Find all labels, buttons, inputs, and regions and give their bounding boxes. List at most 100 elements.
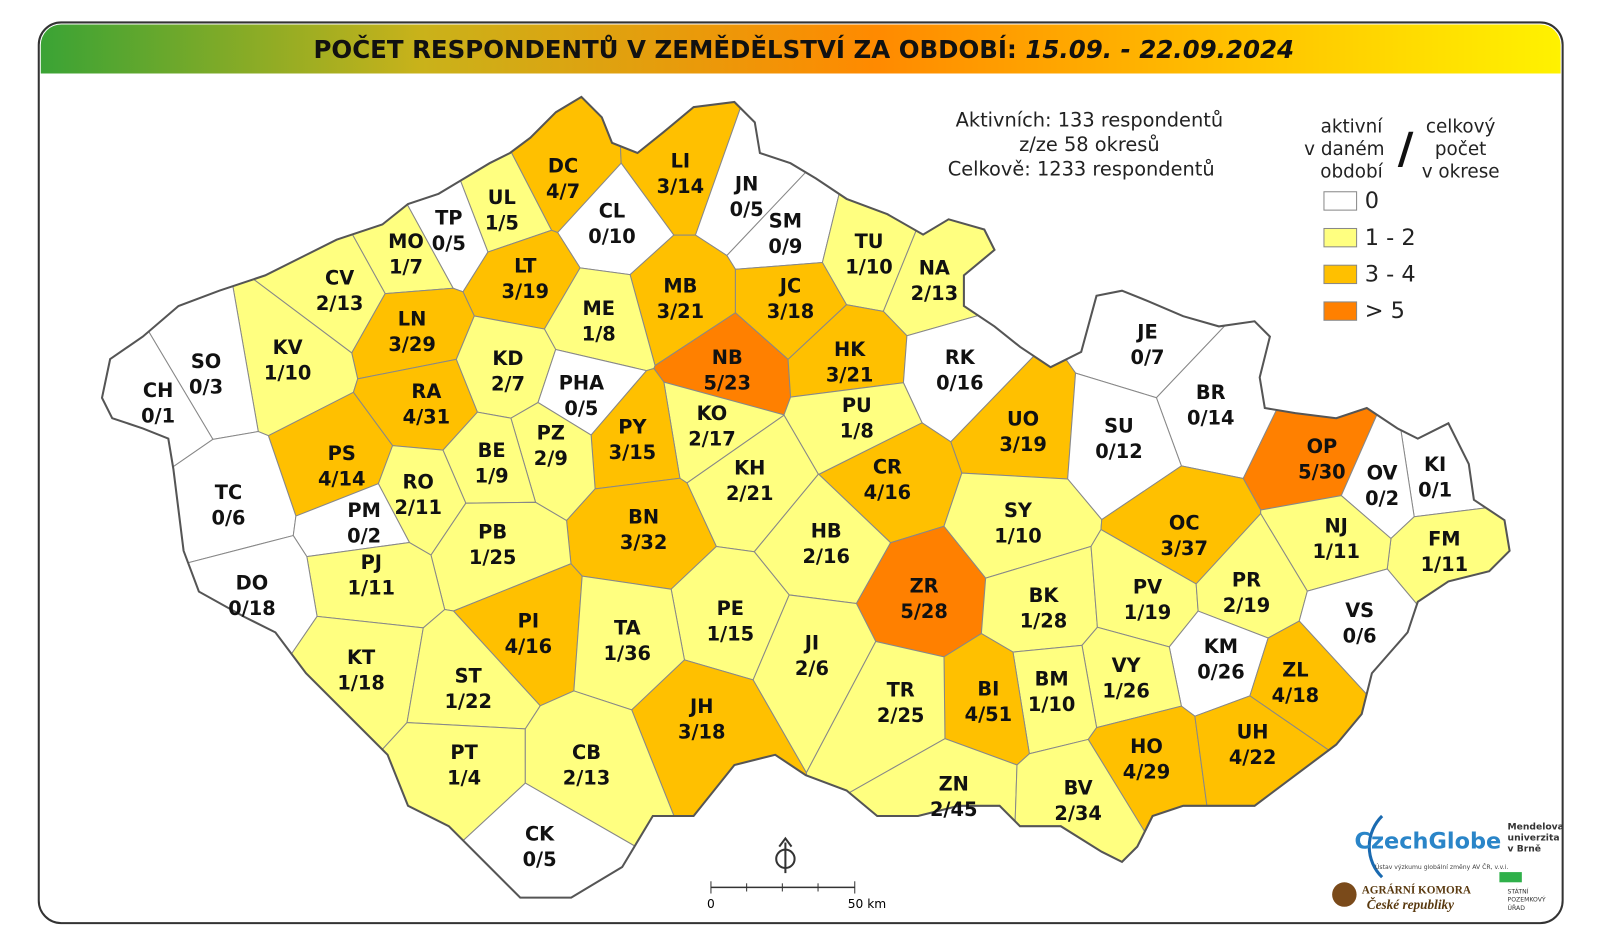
- district-count: 1/19: [1124, 601, 1171, 624]
- district-count: 4/18: [1272, 684, 1319, 707]
- district-code: NA: [919, 256, 950, 279]
- district-count: 3/29: [388, 333, 435, 356]
- district-code: RO: [403, 471, 434, 494]
- district-count: 2/16: [802, 545, 849, 568]
- district-code: VS: [1345, 599, 1374, 622]
- czechglobe-mark: [1367, 814, 1384, 879]
- district-code: HB: [811, 520, 842, 543]
- district-code: CR: [873, 455, 902, 478]
- district-count: 3/14: [657, 175, 704, 198]
- district-count: 3/32: [620, 531, 667, 554]
- district-count: 4/7: [546, 180, 580, 203]
- title-period: 15.09. - 22.09.2024: [1025, 35, 1294, 64]
- district-code: TR: [887, 679, 915, 702]
- district-code: KD: [492, 347, 523, 370]
- district-code: PE: [717, 597, 744, 620]
- district-code: TU: [855, 230, 884, 253]
- district-count: 2/7: [491, 373, 525, 396]
- district-code: HO: [1130, 735, 1163, 758]
- district-code: BE: [478, 439, 506, 462]
- district-code: PB: [478, 521, 507, 544]
- district-count: 1/11: [348, 577, 395, 600]
- district-code: SM: [769, 209, 802, 232]
- district-code: PJ: [361, 551, 382, 574]
- district-count: 0/2: [1365, 487, 1399, 510]
- district-count: 1/26: [1102, 680, 1149, 703]
- district-count: 2/21: [726, 482, 773, 505]
- district-count: 0/5: [523, 848, 557, 871]
- district-count: 1/18: [337, 672, 384, 695]
- legend-right: celkový: [1426, 117, 1496, 138]
- district-code: SO: [191, 350, 221, 373]
- legend: 0 1 - 2 3 - 4 > 5: [1323, 188, 1416, 324]
- district-code: KO: [697, 402, 728, 425]
- district-count: 4/16: [864, 481, 911, 504]
- district-code: PM: [347, 499, 380, 522]
- summary-active: Aktivních: 133 respondentů: [956, 108, 1224, 131]
- legend-left: aktivní: [1321, 117, 1384, 138]
- mendelu-logo: univerzita: [1508, 832, 1560, 843]
- legend-swatch: [1323, 227, 1358, 248]
- district-code: CV: [325, 267, 354, 290]
- legend-left: období: [1320, 161, 1383, 182]
- district-code: LN: [398, 307, 427, 330]
- district-code: CB: [572, 741, 601, 764]
- district-code: DO: [236, 572, 269, 595]
- summary-total: Celkově: 1233 respondentů: [948, 157, 1215, 180]
- district-code: JN: [733, 173, 758, 196]
- district-count: 0/7: [1130, 346, 1164, 369]
- district-code: OV: [1367, 461, 1398, 484]
- district-count: 0/14: [1187, 406, 1234, 429]
- district-count: 3/15: [609, 441, 656, 464]
- district-code: PR: [1232, 569, 1261, 592]
- district-code: PY: [618, 416, 647, 439]
- district-count: 1/8: [582, 323, 616, 346]
- legend-left: v daném: [1304, 139, 1384, 160]
- spu-logo: ÚŘAD: [1508, 903, 1526, 912]
- district-count: 1/8: [840, 420, 874, 443]
- district-code: KT: [347, 646, 376, 669]
- district-count: 0/1: [141, 404, 175, 427]
- district-code: VY: [1112, 654, 1142, 677]
- district-code: BI: [977, 678, 999, 701]
- district-code: ME: [582, 297, 614, 320]
- district-code: FM: [1428, 528, 1461, 551]
- spu-logo: POZEMKOVÝ: [1508, 895, 1546, 904]
- district-code: RA: [411, 380, 441, 403]
- legend-separator: /: [1398, 124, 1414, 174]
- north-arrow: [775, 836, 796, 874]
- district-code: BM: [1035, 667, 1069, 690]
- district-code: JH: [688, 695, 713, 718]
- district-count: 4/16: [505, 635, 552, 658]
- district-code: JE: [1135, 321, 1157, 344]
- district-count: 2/11: [394, 496, 441, 519]
- district-code: BN: [628, 505, 659, 528]
- district-code: JC: [778, 275, 801, 298]
- district-count: 5/23: [704, 372, 751, 395]
- district-count: 2/13: [563, 766, 610, 789]
- district-count: 0/1: [1418, 479, 1452, 502]
- district-count: 0/16: [936, 372, 983, 395]
- district-count: 1/28: [1020, 609, 1067, 632]
- district-code: TA: [614, 616, 641, 639]
- district-code: PI: [518, 609, 539, 632]
- district-code: NJ: [1324, 514, 1347, 537]
- title: POČET RESPONDENTŮ V ZEMĚDĚLSTVÍ ZA OBDOB…: [313, 34, 1294, 64]
- district-count: 2/19: [1223, 594, 1270, 617]
- district-count: 2/25: [877, 704, 924, 727]
- district-count: 5/28: [900, 600, 947, 623]
- district-count: 1/10: [845, 255, 892, 278]
- district-code: PU: [842, 394, 872, 417]
- district-count: 1/4: [447, 766, 481, 789]
- mendelu-logo: v Brně: [1508, 844, 1541, 855]
- district-count: 3/21: [657, 300, 704, 323]
- district-code: MB: [663, 275, 697, 298]
- district-code: TP: [435, 206, 462, 229]
- summary-districts: z/ze 58 okresů: [1019, 133, 1160, 156]
- legend-label: 0: [1365, 188, 1379, 214]
- komora-mark: [1332, 882, 1357, 907]
- district-code: LT: [514, 254, 537, 277]
- district-code: TC: [215, 481, 242, 504]
